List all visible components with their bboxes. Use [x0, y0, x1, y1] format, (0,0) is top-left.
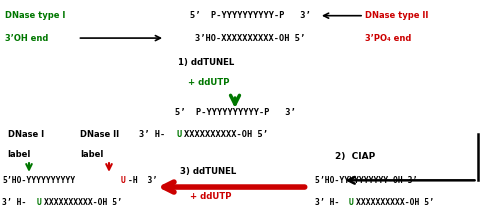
Text: 3) ddTUNEL: 3) ddTUNEL: [180, 167, 236, 176]
Text: -H  3’: -H 3’: [128, 176, 158, 185]
Text: 5’HO-YYYYYYYYYY: 5’HO-YYYYYYYYYY: [2, 176, 76, 185]
Text: 3’ H-: 3’ H-: [2, 198, 27, 207]
Text: 3’ H-: 3’ H-: [315, 198, 340, 207]
Text: + ddUTP: + ddUTP: [190, 192, 232, 200]
Text: 3’ H-: 3’ H-: [139, 130, 165, 139]
Text: U: U: [349, 198, 354, 207]
Text: DNase type I: DNase type I: [5, 11, 66, 20]
Text: U: U: [120, 176, 126, 185]
Text: label: label: [80, 150, 104, 159]
Text: XXXXXXXXXX-OH 5’: XXXXXXXXXX-OH 5’: [184, 130, 268, 139]
Text: DNase II: DNase II: [80, 130, 119, 139]
Text: U: U: [176, 130, 182, 139]
Text: label: label: [8, 150, 31, 159]
Text: DNase I: DNase I: [8, 130, 44, 139]
Text: 5’HO-YYYYYYYYYY-OH 3’: 5’HO-YYYYYYYYYY-OH 3’: [315, 176, 418, 185]
Text: U: U: [36, 198, 42, 207]
Text: 5’  P-YYYYYYYYYY-P   3’: 5’ P-YYYYYYYYYY-P 3’: [190, 11, 310, 20]
Text: 5’  P-YYYYYYYYYY-P   3’: 5’ P-YYYYYYYYYY-P 3’: [174, 108, 296, 116]
Text: DNase type II: DNase type II: [365, 11, 428, 20]
Text: 1) ddTUNEL: 1) ddTUNEL: [178, 58, 234, 67]
Text: 2)  CIAP: 2) CIAP: [335, 152, 375, 161]
Text: XXXXXXXXXX-OH 5’: XXXXXXXXXX-OH 5’: [44, 198, 122, 207]
Text: 3’OH end: 3’OH end: [5, 34, 49, 43]
Text: XXXXXXXXXX-OH 5’: XXXXXXXXXX-OH 5’: [356, 198, 434, 207]
Text: 3’HO-XXXXXXXXXX-OH 5’: 3’HO-XXXXXXXXXX-OH 5’: [195, 34, 305, 43]
Text: + ddUTP: + ddUTP: [188, 78, 229, 87]
Text: 3’PO₄ end: 3’PO₄ end: [365, 34, 412, 43]
